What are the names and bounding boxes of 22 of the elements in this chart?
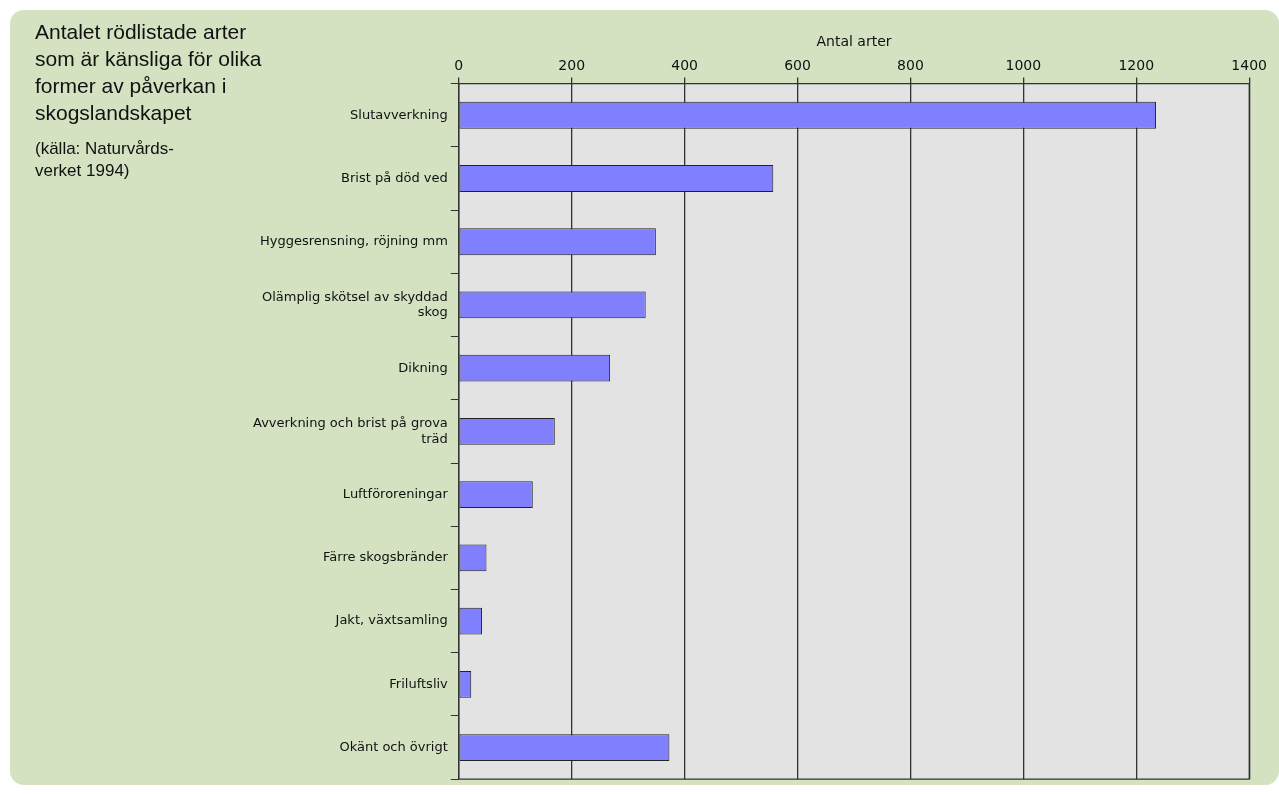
x-tick-label: 200 <box>558 56 586 73</box>
x-tick-label: 400 <box>671 56 699 73</box>
y-tick-label: Olämplig skötsel av skyddad skog <box>262 288 448 320</box>
text: (källa: Naturvårds-verket 1994) <box>35 138 175 182</box>
y-tick-label: Slutavverkning <box>350 106 448 122</box>
x-tick-label: 1000 <box>1005 56 1042 73</box>
x-tick-label: 800 <box>897 56 924 73</box>
x-tick-label: 0 <box>454 56 464 73</box>
x-tick-label: 600 <box>784 56 811 73</box>
y-tick-label: Jakt, växtsamling <box>334 612 448 628</box>
text: Antalet rödlistade arter som är känsliga för olika former av påverkan i skogslandskapet <box>35 19 263 126</box>
y-tick-label: Luftföroreningar <box>342 486 449 502</box>
y-tick-label: Färre skogsbränder <box>323 549 449 565</box>
x-tick-label: 1200 <box>1118 56 1155 73</box>
y-tick-label: Brist på död ved <box>341 169 448 185</box>
y-tick-label: Friluftsliv <box>389 675 449 691</box>
x-axis-title: Antal arter <box>816 33 892 50</box>
y-tick-label: Avverkning och brist på grova träd <box>252 414 448 446</box>
y-tick-label: Hyggesrensning, röjning mm <box>259 233 448 249</box>
x-tick-label: 1400 <box>1231 56 1268 73</box>
y-tick-label: Okänt och övrigt <box>339 738 448 754</box>
y-tick-label: Dikning <box>398 359 448 375</box>
